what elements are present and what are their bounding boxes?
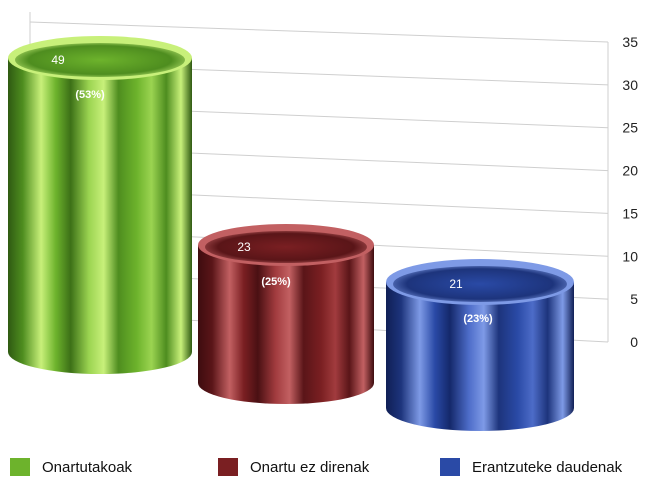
- legend-label: Erantzuteke daudenak: [472, 458, 623, 476]
- data-label-value: 49: [51, 53, 65, 67]
- legend-swatch: [440, 458, 460, 476]
- legend-label: Onartu ez direnak: [250, 458, 370, 476]
- bar-onartutakoak: [8, 36, 192, 374]
- data-label-percent: (53%): [75, 89, 105, 101]
- y-tick-label: 5: [630, 291, 638, 307]
- bar-chart: 0 5 10 15 20 25 30 35 49 (53%) 23 (25%) 21 (23%): [8, 12, 638, 431]
- y-tick-label: 30: [622, 77, 638, 93]
- y-tick-label: 15: [622, 205, 638, 221]
- legend-item-onartutakoak: Onartutakoak: [10, 458, 132, 476]
- chart-legend: Onartutakoak Onartu ez direnak Erantzute…: [0, 458, 670, 482]
- y-tick-label: 0: [630, 334, 638, 350]
- legend-item-onartu-ez-direnak: Onartu ez direnak: [218, 458, 369, 476]
- gridline: [29, 21, 609, 43]
- bar-body: [386, 282, 574, 431]
- legend-swatch: [10, 458, 30, 476]
- legend-label: Onartutakoak: [42, 458, 133, 476]
- y-axis-ticks: 0 5 10 15 20 25 30 35: [622, 34, 638, 350]
- bar-top: [205, 231, 367, 263]
- legend-swatch: [218, 458, 238, 476]
- data-label-percent: (23%): [463, 313, 493, 325]
- legend-item-erantzuteke-daudenak: Erantzuteke daudenak: [440, 458, 622, 476]
- data-label-value: 21: [449, 277, 463, 291]
- y-tick-label: 20: [622, 163, 638, 179]
- bar-erantzuteke-daudenak: [386, 259, 574, 431]
- y-tick-label: 10: [622, 248, 638, 264]
- chart-data-labels: 49 (53%) 23 (25%) 21 (23%): [51, 53, 493, 325]
- bar-top: [393, 266, 567, 302]
- y-tick-label: 25: [622, 120, 638, 136]
- bar-body: [8, 58, 192, 374]
- data-label-percent: (25%): [261, 276, 291, 288]
- bar-onartu-ez-direnak: [198, 224, 374, 404]
- bar-top: [15, 43, 185, 77]
- chart-bars: [8, 36, 574, 431]
- y-tick-label: 35: [622, 34, 638, 50]
- data-label-value: 23: [237, 240, 251, 254]
- bar-body: [198, 245, 374, 404]
